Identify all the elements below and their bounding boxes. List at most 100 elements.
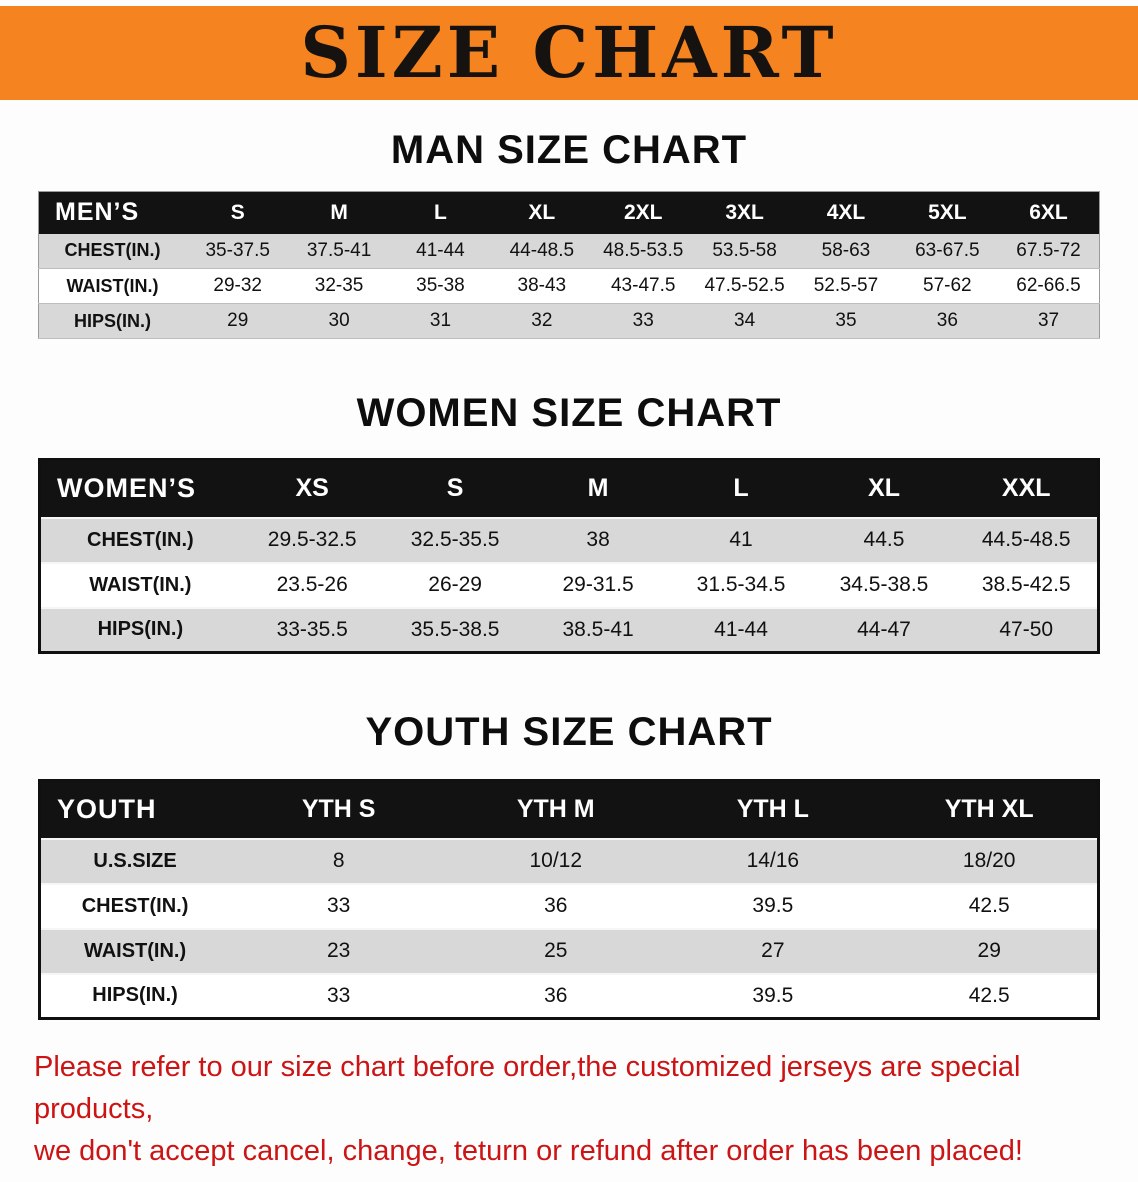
row-label-cell: CHEST(IN.) [64, 240, 161, 261]
value-cell: 41-44 [416, 239, 465, 261]
value-cell: 33 [632, 310, 654, 331]
disclaimer-line-2: we don't accept cancel, change, teturn o… [34, 1135, 1023, 1168]
value-cell: 27 [761, 939, 785, 962]
men-size-table: MEN’S S M L XL 2XL 3XL 4XL 5XL 6XL CHEST(IN.) 35-37… [38, 191, 1100, 339]
value-cell: 33 [326, 983, 351, 1007]
value-cell: 41-44 [714, 617, 768, 641]
value-cell: 29-32 [213, 275, 263, 296]
value-cell: 39.5 [752, 894, 794, 917]
size-header-cell: M [526, 459, 670, 518]
table-row: HIPS(IN.) 33 36 39.5 42.5 [39, 973, 1099, 1019]
men-section-heading: MAN SIZE CHART [390, 128, 748, 172]
value-cell: 38 [586, 528, 610, 551]
row-label-cell: WAIST(IN.) [89, 573, 192, 596]
youth-section-heading: YOUTH SIZE CHART [365, 710, 773, 754]
table-row: WAIST(IN.) 29-32 32-35 35-38 38-43 43-47.5 47.… [38, 268, 1100, 304]
value-cell: 18/20 [962, 849, 1016, 872]
value-cell: 29.5-32.5 [267, 528, 357, 551]
value-cell: 35 [835, 310, 857, 331]
value-cell: 35.5-38.5 [410, 617, 500, 641]
value-cell: 44-47 [857, 617, 911, 641]
value-cell: 26-29 [428, 573, 482, 596]
value-cell: 23.5-26 [276, 573, 348, 596]
row-label-cell: CHEST(IN.) [87, 528, 194, 551]
value-cell: 36 [544, 894, 568, 917]
row-label-cell: U.S.SIZE [93, 849, 177, 872]
row-label-cell: WAIST(IN.) [83, 939, 187, 962]
value-cell: 44.5 [863, 528, 905, 551]
women-size-table: WOMEN’S XS S M L XL XXL CHEST(IN.) 29.5-32.5 32.5… [38, 458, 1100, 654]
table-row: CHEST(IN.) 35-37.5 37.5-41 41-44 44-48.5 48.5… [38, 233, 1100, 269]
value-cell: 36 [544, 983, 568, 1007]
value-cell: 43-47.5 [610, 275, 676, 296]
value-cell: 47-50 [999, 617, 1054, 641]
size-header-cell: XXL [955, 459, 1099, 518]
size-header-cell: M [288, 191, 390, 234]
table-row: CHEST(IN.) 29.5-32.5 32.5-35.5 38 41 44.5 44.5… [39, 517, 1099, 563]
value-cell: 33 [326, 894, 351, 917]
value-cell: 36 [936, 310, 958, 331]
value-cell: 53.5-58 [712, 239, 777, 261]
value-cell: 31 [429, 310, 452, 331]
value-cell: 10/12 [529, 849, 583, 872]
value-cell: 47.5-52.5 [704, 275, 785, 296]
value-cell: 29 [227, 310, 249, 331]
size-header-cell: YTH M [447, 780, 665, 839]
value-cell: 62-66.5 [1016, 275, 1081, 296]
table-header-row: WOMEN’S XS S M L XL XXL [39, 459, 1099, 518]
size-header-cell: 5XL [896, 191, 999, 234]
value-cell: 67.5-72 [1016, 239, 1081, 261]
size-header-cell: XS [240, 459, 384, 518]
size-header-cell: YTH S [230, 780, 448, 839]
value-cell: 32.5-35.5 [410, 528, 500, 551]
value-cell: 34 [734, 310, 756, 331]
value-cell: 44-48.5 [509, 239, 575, 261]
youth-size-section: YOUTH SIZE CHART YOUTH YTH S YTH M YTH L YTH… [0, 710, 1138, 1020]
size-header-cell: 3XL [693, 191, 796, 234]
value-cell: 38.5-42.5 [981, 573, 1071, 596]
value-cell: 23 [326, 939, 351, 962]
value-cell: 57-62 [923, 275, 972, 296]
men-size-section: MAN SIZE CHART MEN’S S M L XL 2XL 3XL 4XL 5XL 6XL… [0, 128, 1138, 339]
women-size-section: WOMEN SIZE CHART WOMEN’S XS S M L XL XXL CHEST(… [0, 391, 1138, 654]
table-title-cell: MEN’S [38, 191, 188, 234]
table-row: U.S.SIZE 8 10/12 14/16 18/20 [39, 838, 1099, 884]
value-cell: 8 [332, 849, 345, 872]
row-label-cell: WAIST(IN.) [66, 275, 159, 296]
value-cell: 38-43 [517, 275, 567, 296]
value-cell: 30 [328, 310, 350, 331]
size-header-cell: 4XL [795, 191, 897, 234]
table-title-cell: WOMEN’S [39, 459, 241, 518]
table-header-row: MEN’S S M L XL 2XL 3XL 4XL 5XL 6XL [38, 191, 1100, 234]
table-title-cell: YOUTH [39, 780, 231, 839]
disclaimer-note: Please refer to our size chart before or… [34, 1046, 1112, 1172]
row-label-cell: HIPS(IN.) [97, 618, 184, 641]
size-header-cell: S [187, 191, 289, 234]
value-cell: 35-37.5 [205, 239, 270, 261]
size-header-cell: L [389, 191, 492, 234]
row-label-cell: HIPS(IN.) [74, 310, 152, 331]
value-cell: 39.5 [752, 983, 794, 1007]
value-cell: 32 [531, 310, 553, 331]
size-header-cell: L [669, 459, 813, 518]
value-cell: 41 [729, 528, 753, 551]
table-row: WAIST(IN.) 23.5-26 26-29 29-31.5 31.5-34.5 34… [39, 562, 1099, 608]
value-cell: 44.5-48.5 [981, 528, 1071, 551]
size-header-cell: 6XL [998, 191, 1100, 234]
value-cell: 31.5-34.5 [696, 573, 786, 596]
value-cell: 37.5-41 [306, 239, 372, 261]
title-banner: SIZE CHART [0, 6, 1138, 100]
table-row: WAIST(IN.) 23 25 27 29 [39, 928, 1099, 974]
page-title: SIZE CHART [300, 11, 838, 94]
size-header-cell: 2XL [592, 191, 694, 234]
value-cell: 63-67.5 [915, 239, 980, 261]
value-cell: 32-35 [314, 275, 364, 296]
size-header-cell: YTH XL [881, 780, 1099, 839]
row-label-cell: CHEST(IN.) [81, 894, 189, 917]
value-cell: 38.5-41 [562, 617, 634, 641]
table-header-row: YOUTH YTH S YTH M YTH L YTH XL [39, 780, 1099, 839]
value-cell: 34.5-38.5 [839, 573, 929, 596]
value-cell: 33-35.5 [276, 617, 348, 641]
value-cell: 42.5 [968, 894, 1010, 917]
value-cell: 14/16 [746, 849, 800, 872]
